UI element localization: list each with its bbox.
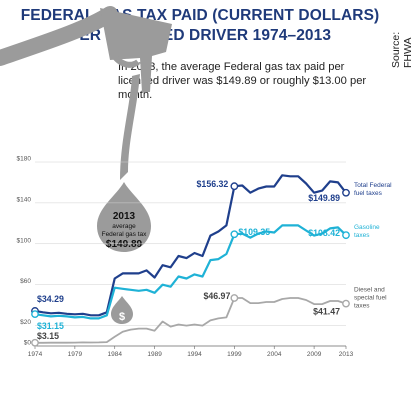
series-line-2 [35,297,347,344]
callout-line1: average [112,223,136,230]
y-tick-label: $0 [24,340,32,347]
annotation-marker [342,231,350,240]
dollar-symbol: $ [119,311,125,323]
annotation-label: $46.97 [203,291,230,301]
series-line-0 [34,174,347,317]
callout-value: $149.89 [106,239,143,250]
annotation-marker [31,338,39,347]
chart-series [34,174,347,344]
callout-year: 2013 [113,211,136,222]
x-tick-label: 2004 [267,351,282,358]
legend-label: taxes [354,303,370,310]
annotation-label: $31.15 [37,321,64,331]
dollar-drop-icon: $ [111,296,133,324]
legend-label: taxes [354,232,370,239]
legend-label: special fuel [354,295,387,302]
annotation-label: $3.15 [37,331,59,341]
chart-subtitle: In 2013, the average Federal gas tax pai… [118,61,367,101]
x-tick-label: 1994 [187,351,202,358]
gas-pump-nozzle-icon [0,6,172,180]
x-tick-label: 2013 [339,351,354,358]
x-tick-label: 1999 [227,351,242,358]
chart-annotations: $34.29 $31.15$3.15 $156.32 $109.35 $46.97 $14… [31,179,350,347]
annotation-marker [230,294,239,302]
x-tick-label: 1989 [147,351,162,358]
x-tick-label: 1979 [68,351,83,358]
annotation-marker [342,188,350,197]
annotation-label: $108.42 [308,228,340,238]
annotation-label: $109.35 [238,227,270,237]
annotation-label: $156.32 [197,179,229,189]
x-tick-label: 1974 [28,351,43,358]
annotation-label: $41.47 [313,307,340,317]
annotation-marker [230,182,239,191]
chart-axes: $0 $20 $60 $100 $140 $180 1974 1979 1984 1989 1994… [17,156,354,359]
callout-line2: Federal gas tax [102,231,148,238]
annotation-marker [230,230,239,239]
series-line-1 [34,224,347,320]
annotation-marker [342,299,350,308]
annotation-marker [31,310,39,319]
gas-drop-icon [97,182,151,252]
y-tick-label: $180 [17,156,32,163]
y-tick-label: $140 [17,196,32,203]
x-tick-label: 2009 [307,351,322,358]
annotation-label: $149.89 [308,193,340,203]
y-tick-label: $100 [17,237,32,244]
legend-label: Diesel and [354,287,385,294]
legend-label: fuel taxes [354,190,383,197]
annotation-label: $34.29 [37,294,64,304]
legend-label: Total Federal [354,182,392,189]
legend-label: Gasoline [354,224,380,231]
x-tick-label: 1984 [108,351,123,358]
y-tick-label: $20 [20,319,31,326]
y-tick-label: $60 [20,278,31,285]
